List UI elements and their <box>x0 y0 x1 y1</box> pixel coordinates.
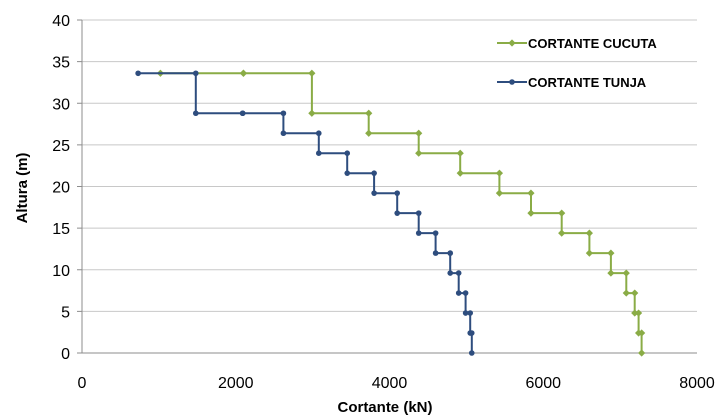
data-point-1-7 <box>455 270 462 276</box>
y-tick-label-15: 15 <box>52 221 70 238</box>
y-tick-label-20: 20 <box>52 180 70 197</box>
data-point-1-19 <box>344 150 351 156</box>
data-point-1-21 <box>315 130 322 137</box>
data-point-1-26 <box>192 110 199 117</box>
data-point-0-22 <box>365 129 373 137</box>
data-point-0-15 <box>527 189 535 197</box>
data-point-1-13 <box>415 210 422 216</box>
y-tick-label-5: 5 <box>61 304 70 321</box>
data-point-1-14 <box>394 210 400 216</box>
data-point-1-23 <box>280 110 287 117</box>
data-point-1-17 <box>371 170 377 176</box>
y-tick-label-0: 0 <box>61 346 70 363</box>
axes <box>77 19 697 354</box>
x-tick-label-0: 0 <box>78 375 87 392</box>
x-axis-title: Cortante (kN) <box>337 399 432 415</box>
data-point-0-4 <box>631 309 639 317</box>
legend-marker-0 <box>508 39 516 47</box>
y-tick-label-30: 30 <box>52 96 70 113</box>
data-point-1-27 <box>192 70 199 77</box>
data-point-0-0 <box>638 349 646 357</box>
data-point-0-9 <box>607 249 615 257</box>
data-point-1-0 <box>468 350 475 356</box>
series-line-1 <box>138 72 473 353</box>
series-1 <box>135 70 475 356</box>
x-tick-label-8000: 8000 <box>679 375 715 392</box>
data-point-0-18 <box>456 169 464 177</box>
data-point-0-23 <box>365 109 373 117</box>
data-point-1-8 <box>447 270 454 276</box>
y-tick-label-10: 10 <box>52 263 70 280</box>
data-point-1-2 <box>467 330 474 336</box>
data-point-1-15 <box>394 190 400 196</box>
data-point-0-10 <box>585 249 593 257</box>
series-0 <box>156 69 646 357</box>
data-point-0-20 <box>415 149 423 157</box>
data-point-1-10 <box>432 250 439 256</box>
data-point-0-14 <box>527 209 535 217</box>
data-point-1-9 <box>447 250 454 256</box>
data-point-1-5 <box>462 290 469 296</box>
data-point-1-28 <box>135 70 141 77</box>
data-point-1-22 <box>280 130 287 137</box>
data-point-0-12 <box>558 229 566 237</box>
legend: CORTANTE CUCUTA CORTANTE TUNJA <box>497 36 657 90</box>
legend-label-1: CORTANTE TUNJA <box>528 75 647 90</box>
data-point-0-24 <box>308 109 316 117</box>
y-tick-label-25: 25 <box>52 138 70 155</box>
x-tick-label-2000: 2000 <box>218 375 254 392</box>
series-line-0 <box>160 72 643 353</box>
data-point-0-21 <box>415 129 423 137</box>
data-point-0-8 <box>607 269 615 277</box>
data-point-0-16 <box>495 189 504 197</box>
data-point-1-25 <box>239 110 246 117</box>
data-point-0-6 <box>622 289 630 297</box>
data-point-0-13 <box>558 209 566 217</box>
data-point-1-4 <box>462 310 469 316</box>
data-point-1-20 <box>315 150 322 156</box>
x-tick-label-4000: 4000 <box>372 375 408 392</box>
data-point-1-18 <box>344 170 351 176</box>
data-point-0-7 <box>622 269 630 277</box>
data-point-0-3 <box>634 309 643 317</box>
data-point-0-2 <box>634 329 643 337</box>
y-tick-labels: 0 5 10 15 20 25 30 35 40 <box>52 13 70 363</box>
data-point-0-17 <box>495 169 504 177</box>
y-tick-label-35: 35 <box>52 55 70 72</box>
data-point-1-16 <box>371 190 377 196</box>
legend-marker-1 <box>509 79 515 85</box>
data-point-1-3 <box>467 310 474 316</box>
y-axis-title: Altura (m) <box>14 153 31 224</box>
grid <box>82 19 697 312</box>
x-tick-labels: 0 2000 4000 6000 8000 <box>78 375 715 392</box>
legend-label-0: CORTANTE CUCUTA <box>528 36 657 51</box>
data-point-1-12 <box>415 230 422 236</box>
data-point-0-11 <box>585 229 593 237</box>
data-point-1-6 <box>455 290 462 296</box>
series <box>135 69 646 357</box>
data-point-0-25 <box>308 69 316 77</box>
data-point-0-27 <box>239 69 248 77</box>
x-tick-label-6000: 6000 <box>525 375 561 392</box>
data-point-0-19 <box>456 149 464 157</box>
data-point-0-5 <box>631 289 639 297</box>
y-tick-label-40: 40 <box>52 13 70 30</box>
data-point-1-11 <box>432 230 439 236</box>
